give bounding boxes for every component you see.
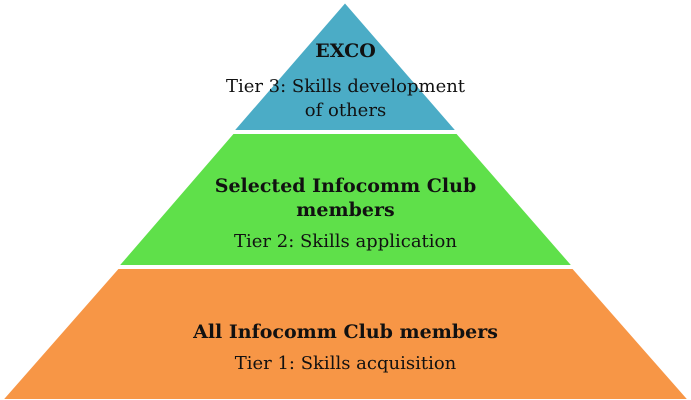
tier-3-title: EXCO [315, 40, 376, 62]
tier-1-description: Tier 1: Skills acquisition [234, 353, 457, 374]
tier-2-label: Selected Infocomm Club members Tier 2: S… [0, 174, 691, 254]
tier-1-shape [0, 267, 691, 400]
tier-3-label: EXCO Tier 3: Skills development of other… [0, 39, 691, 123]
tier-3-shape [230, 0, 460, 132]
tier-3-description: Tier 3: Skills development of others [225, 76, 466, 121]
tier-1-title: All Infocomm Club members [193, 321, 498, 343]
tier-1-label: All Infocomm Club members Tier 1: Skills… [0, 320, 691, 376]
tier-2-shape [115, 132, 576, 267]
tier-2-title: Selected Infocomm Club members [214, 175, 477, 221]
tier-2-description: Tier 2: Skills application [234, 231, 457, 252]
